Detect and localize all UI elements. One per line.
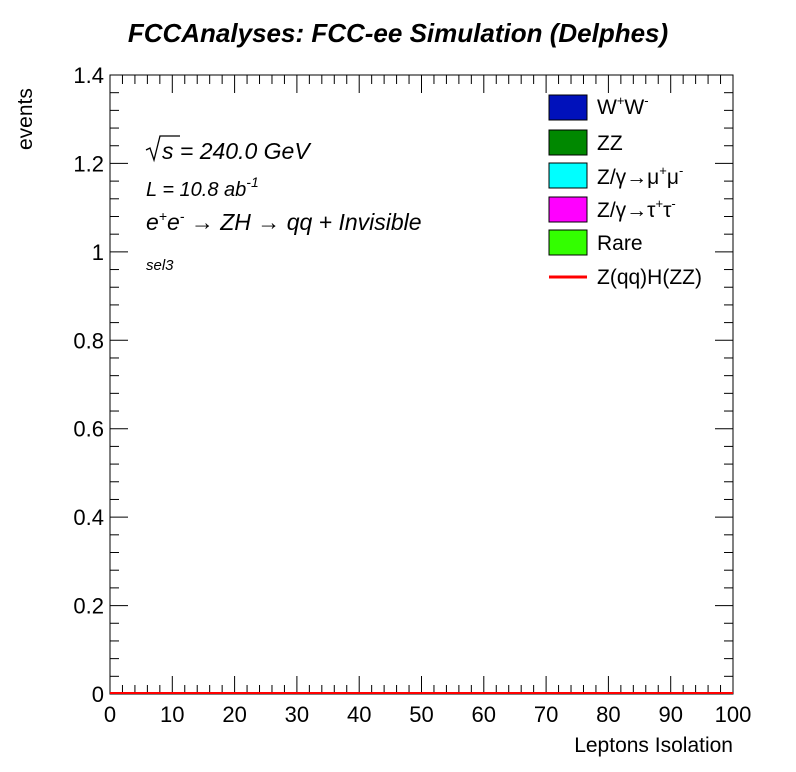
x-tick-label: 90 [658,702,682,727]
y-tick-label: 0.6 [73,417,104,442]
x-tick-label: 50 [409,702,433,727]
chart-title: FCCAnalyses: FCC-ee Simulation (Delphes) [127,18,669,48]
x-tick-label: 70 [534,702,558,727]
legend-swatch-ww [548,94,588,121]
process-annotation: e+e- → ZH → qq + Invisible [146,208,422,235]
x-tick-label: 0 [104,702,116,727]
y-tick-labels: 0 0.2 0.4 0.6 0.8 1 1.2 1.4 [73,63,104,707]
y-tick-label: 0 [92,682,104,707]
y-tick-label: 0.2 [73,594,104,619]
legend-swatch-zmumu [548,162,588,189]
y-tick-label: 1.2 [73,151,104,176]
legend-swatch-zz [548,129,588,156]
process-final-state: qq + Invisible [287,209,422,235]
luminosity-annotation: L = 10.8 ab-1 [146,174,259,201]
selection-annotation: sel3 [146,257,174,274]
legend-swatch-ztautau [548,196,588,223]
legend-swatch-rare [548,229,588,256]
legend-label-ztautau: Z/γ→τ+τ- [597,196,676,222]
x-tick-label: 60 [472,702,496,727]
y-tick-label: 1 [92,240,104,265]
sqrt-s-annotation: s = 240.0 GeV [145,135,312,164]
y-tick-label: 0.8 [73,328,104,353]
y-axis-title: events [14,88,37,150]
legend-label-ww: W+W- [597,93,649,119]
x-tick-label: 80 [596,702,620,727]
x-tick-label: 10 [160,702,184,727]
legend-label-zz: ZZ [597,132,623,155]
legend-label-zqqhzz: Z(qq)H(ZZ) [597,266,702,289]
x-axis-title: Leptons Isolation [574,734,733,757]
x-tick-label: 100 [715,702,752,727]
legend-label-zmumu: Z/γ→μ+μ- [597,163,683,189]
luminosity-exponent: -1 [246,174,258,190]
x-tick-labels: 0 10 20 30 40 50 60 70 80 90 100 [104,702,751,727]
x-tick-label: 30 [285,702,309,727]
x-tick-label: 20 [222,702,246,727]
sqrt-symbol [145,135,180,163]
sqrt-s-value: 240.0 GeV [199,138,313,164]
y-tick-label: 1.4 [73,63,104,88]
legend-label-rare: Rare [597,232,643,255]
y-tick-label: 0.4 [73,505,104,530]
legend: W+W- ZZ Z/γ→μ+μ- Z/γ→τ+τ- Rare Z(qq)H(ZZ… [548,93,702,289]
x-tick-label: 40 [347,702,371,727]
svg-text:s = 240.0 GeV: s = 240.0 GeV [162,138,312,164]
luminosity-value: L = 10.8 ab [146,179,246,201]
